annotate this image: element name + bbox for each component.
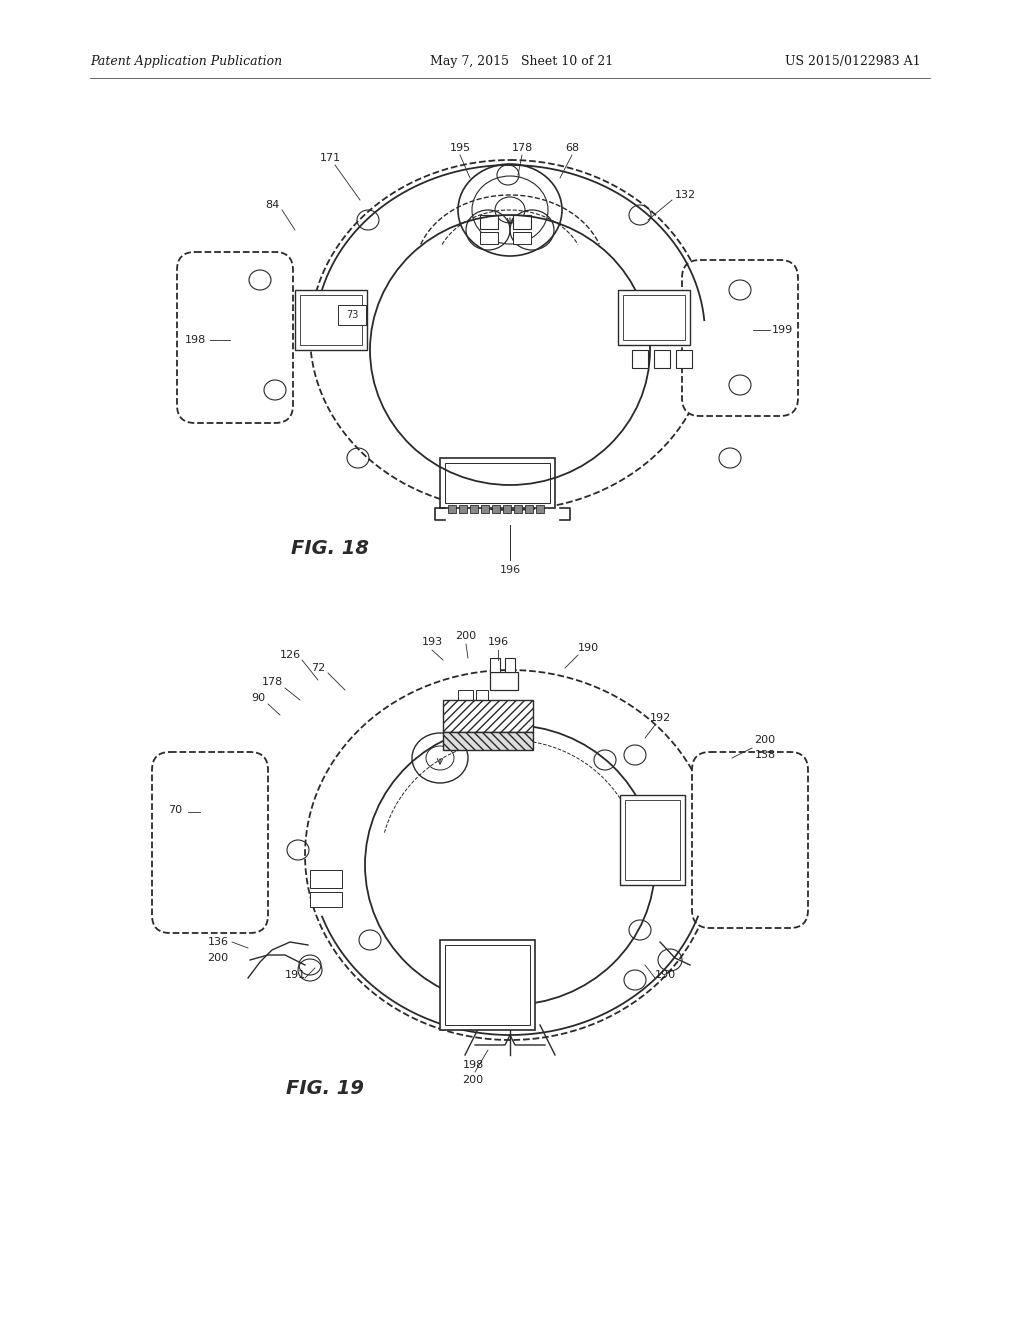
- Text: 200: 200: [207, 953, 228, 964]
- Bar: [310, 870, 341, 888]
- Text: 198: 198: [462, 1060, 483, 1071]
- Bar: [476, 690, 487, 702]
- Bar: [458, 690, 473, 702]
- Bar: [535, 506, 543, 513]
- Text: 84: 84: [265, 201, 279, 210]
- Text: 193: 193: [421, 638, 442, 647]
- Text: 200: 200: [462, 1074, 483, 1085]
- Text: 73: 73: [345, 310, 358, 319]
- Text: 196: 196: [487, 638, 508, 647]
- Bar: [513, 232, 531, 244]
- Bar: [513, 215, 531, 228]
- Text: 196: 196: [499, 565, 520, 576]
- Bar: [489, 657, 499, 672]
- Bar: [491, 506, 499, 513]
- Bar: [502, 506, 511, 513]
- Text: 72: 72: [311, 663, 325, 673]
- Text: 199: 199: [770, 325, 792, 335]
- Text: 138: 138: [754, 750, 774, 760]
- Text: 90: 90: [251, 693, 265, 704]
- Text: 178: 178: [261, 677, 282, 686]
- Bar: [442, 700, 533, 733]
- Bar: [337, 305, 366, 325]
- Text: 198: 198: [184, 335, 206, 345]
- Text: 192: 192: [649, 713, 669, 723]
- Bar: [459, 506, 467, 513]
- Text: May 7, 2015   Sheet 10 of 21: May 7, 2015 Sheet 10 of 21: [430, 55, 612, 69]
- Bar: [620, 795, 685, 884]
- Bar: [504, 657, 515, 672]
- FancyBboxPatch shape: [152, 752, 268, 933]
- Bar: [625, 800, 680, 880]
- Bar: [480, 215, 497, 228]
- Bar: [294, 290, 367, 350]
- FancyBboxPatch shape: [177, 252, 292, 422]
- Text: FIG. 19: FIG. 19: [285, 1078, 364, 1097]
- Text: 178: 178: [511, 143, 532, 153]
- Text: Patent Application Publication: Patent Application Publication: [90, 55, 282, 69]
- Text: FIG. 18: FIG. 18: [290, 539, 369, 557]
- Text: 190: 190: [654, 970, 675, 979]
- Text: 190: 190: [577, 643, 598, 653]
- Text: 171: 171: [319, 153, 340, 162]
- Text: US 2015/0122983 A1: US 2015/0122983 A1: [785, 55, 920, 69]
- Bar: [300, 294, 362, 345]
- Text: 200: 200: [455, 631, 476, 642]
- Bar: [470, 506, 478, 513]
- FancyBboxPatch shape: [691, 752, 807, 928]
- Text: 132: 132: [674, 190, 695, 201]
- Text: 200: 200: [754, 735, 774, 744]
- Bar: [481, 506, 488, 513]
- Text: 136: 136: [207, 937, 228, 946]
- Bar: [447, 506, 455, 513]
- Text: 126: 126: [279, 649, 301, 660]
- Text: 195: 195: [449, 143, 470, 153]
- Bar: [489, 672, 518, 690]
- Bar: [676, 350, 691, 368]
- Bar: [525, 506, 533, 513]
- Bar: [444, 463, 549, 503]
- Text: 68: 68: [565, 143, 579, 153]
- Bar: [514, 506, 522, 513]
- Bar: [444, 945, 530, 1026]
- Bar: [653, 350, 669, 368]
- FancyBboxPatch shape: [682, 260, 797, 416]
- Bar: [618, 290, 689, 345]
- Bar: [480, 232, 497, 244]
- Text: 191: 191: [284, 970, 306, 979]
- Bar: [439, 458, 554, 508]
- Bar: [632, 350, 647, 368]
- Bar: [439, 940, 535, 1030]
- Bar: [623, 294, 685, 341]
- Text: 70: 70: [168, 805, 181, 814]
- Bar: [310, 892, 341, 907]
- Bar: [442, 733, 533, 750]
